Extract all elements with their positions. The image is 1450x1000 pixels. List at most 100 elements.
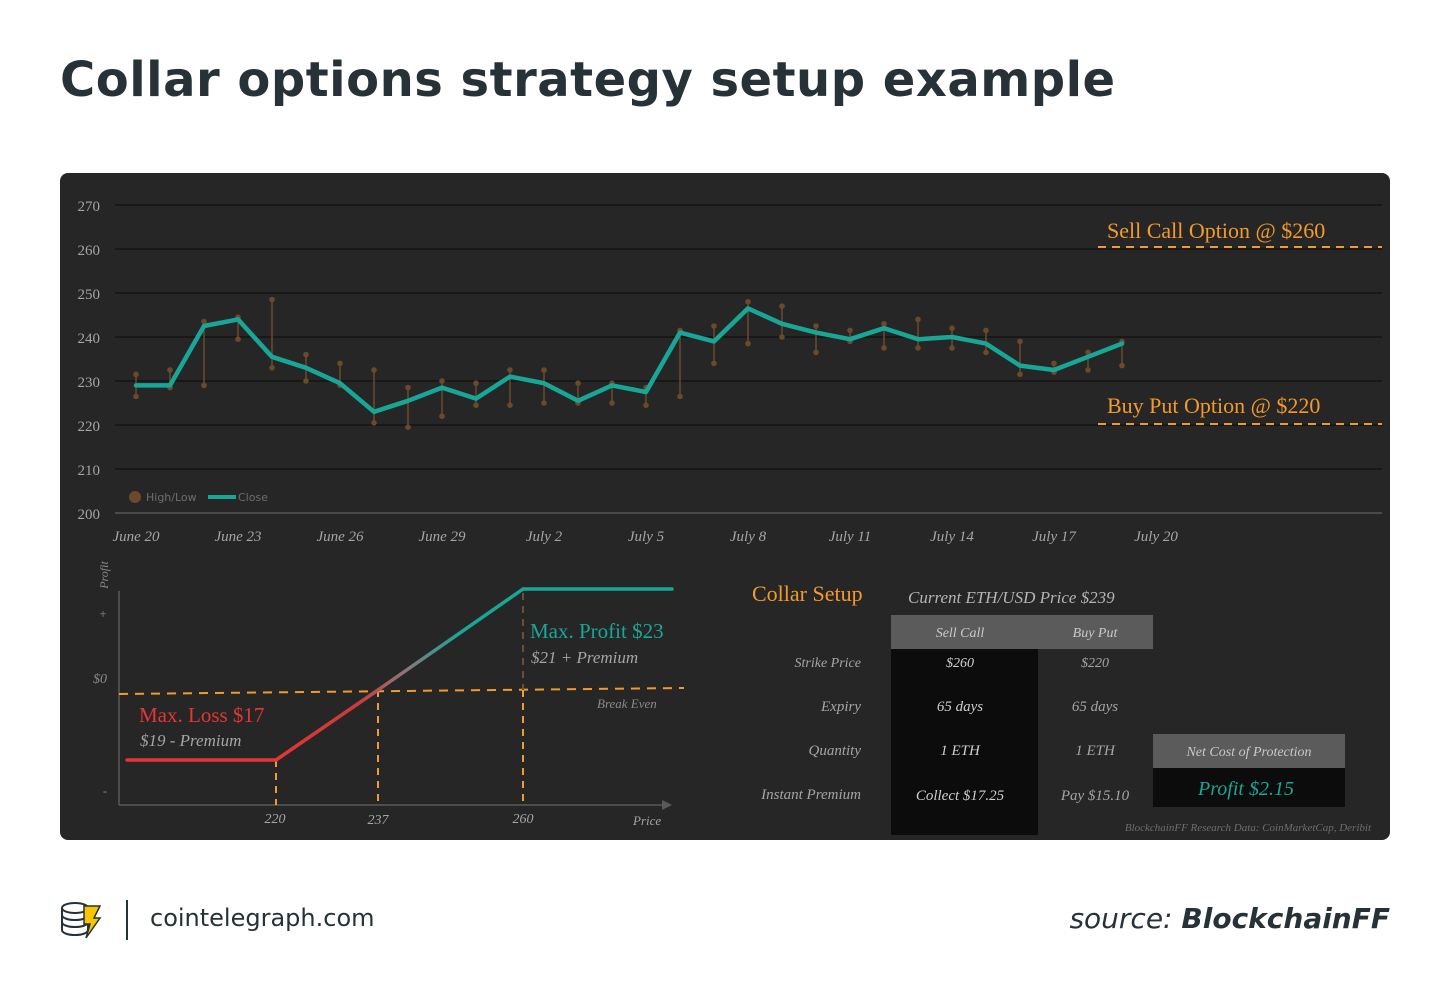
row-label-premium: Instant Premium: [760, 787, 861, 803]
high-point: [1085, 349, 1091, 356]
x-tick-label: July 14: [930, 529, 974, 545]
x-tick-label: July 2: [526, 529, 563, 545]
y-tick-label: 270: [78, 199, 101, 215]
x-tick-label: July 17: [1032, 529, 1077, 545]
col-buy-put: Buy Put: [1073, 626, 1119, 641]
x-axis-arrow-icon: [662, 800, 672, 810]
low-point: [235, 336, 241, 342]
x-tick-label: June 26: [316, 529, 364, 545]
high-point: [847, 327, 853, 334]
low-point: [643, 402, 649, 408]
footer-separator: [126, 900, 128, 940]
net-cost-label: Net Cost of Protection: [1185, 745, 1311, 760]
row-label-strike: Strike Price: [795, 656, 861, 671]
legend-close-label: Close: [238, 491, 268, 504]
net-cost-value-bg: [1153, 768, 1345, 807]
low-point: [779, 334, 785, 340]
buy-strike-value: $220: [1081, 656, 1109, 671]
x-tick-label: June 29: [418, 529, 466, 545]
high-point: [337, 360, 343, 367]
high-point: [303, 351, 309, 358]
high-point: [881, 321, 887, 327]
low-point: [677, 393, 683, 400]
source-brand: BlockchainFF: [1181, 902, 1390, 935]
high-point: [779, 303, 785, 309]
high-point: [949, 325, 955, 331]
low-point: [949, 345, 955, 351]
table-header-bg: [891, 615, 1153, 649]
payoff-x-tick-260: 260: [513, 812, 534, 827]
low-point: [711, 360, 717, 367]
x-tick-label: July 5: [628, 529, 665, 545]
sell-call-column-bg: [891, 649, 1038, 835]
payoff-x-label: Price: [632, 813, 661, 828]
chart-legend: High/Low Close: [129, 491, 268, 504]
high-point: [439, 378, 445, 384]
buy-expiry-value: 65 days: [1072, 699, 1118, 715]
payoff-x-tick-220: 220: [265, 812, 286, 827]
x-tick-label: June 23: [214, 529, 261, 545]
low-point: [813, 349, 819, 356]
close-series: [133, 306, 1125, 415]
source-credit: source: BlockchainFF: [1069, 902, 1390, 935]
x-tick-label: June 20: [112, 529, 160, 545]
collar-setup-title: Collar Setup: [752, 581, 863, 606]
payoff-x-tick-237: 237: [368, 813, 390, 828]
high-point: [983, 327, 989, 334]
high-point: [575, 380, 581, 386]
low-point: [439, 413, 445, 419]
payoff-chart: Profit + $0 - Break Even 220 237 260 Pri…: [93, 561, 685, 828]
current-price: Current ETH/USD Price $239: [908, 588, 1115, 607]
row-label-quantity: Quantity: [809, 743, 862, 759]
high-point: [915, 316, 921, 323]
site-link[interactable]: cointelegraph.com: [150, 904, 375, 932]
y-tick-label: 220: [78, 419, 101, 435]
buy-quantity-value: 1 ETH: [1075, 743, 1116, 759]
high-point: [133, 371, 139, 378]
max-loss-label: Max. Loss $17: [139, 703, 264, 727]
payoff-y-tick-minus: -: [103, 783, 107, 798]
low-point: [269, 365, 275, 371]
legend-high-low-label: High/Low: [146, 491, 197, 504]
low-point: [303, 378, 309, 384]
collar-setup-table: Collar Setup Current ETH/USD Price $239 …: [752, 581, 1372, 835]
high-point: [1051, 360, 1057, 367]
low-point: [1119, 362, 1125, 369]
cointelegraph-logo-icon: [61, 902, 102, 939]
low-point: [1017, 371, 1023, 378]
high-point: [201, 318, 207, 325]
low-point: [609, 400, 615, 406]
low-point: [541, 400, 547, 406]
y-tick-label: 210: [78, 463, 101, 479]
low-point: [371, 420, 377, 426]
low-point: [133, 393, 139, 400]
high-point: [269, 296, 275, 303]
high-point: [745, 299, 751, 305]
research-credit: BlockchainFF Research Data: CoinMarketCa…: [1125, 822, 1372, 834]
sell-call-annotation: Sell Call Option @ $260: [1098, 218, 1382, 248]
chart-panel: 200 210 220 230 240 250 260 270 June 20 June 23 J…: [60, 173, 1390, 840]
break-even-label: Break Even: [597, 696, 657, 711]
close-line: [133, 306, 1125, 415]
y-tick-label: 200: [78, 507, 101, 523]
y-tick-label: 230: [78, 375, 101, 391]
high-point: [507, 367, 513, 373]
low-point: [881, 345, 887, 351]
payoff-y-label: Profit: [97, 561, 111, 590]
sell-premium-value: Collect $17.25: [916, 788, 1005, 804]
x-tick-label: July 20: [1134, 529, 1178, 545]
break-even-line: [118, 687, 685, 695]
page-title: Collar options strategy setup example: [60, 52, 1116, 108]
high-point: [541, 367, 547, 373]
sell-strike-value: $260: [946, 656, 974, 671]
price-grid: [115, 204, 1382, 514]
payoff-rising-segment: [275, 587, 525, 762]
sell-quantity-value: 1 ETH: [940, 743, 981, 759]
max-profit-label: Max. Profit $23: [530, 619, 664, 643]
low-point: [473, 402, 479, 408]
net-cost-header-bg: [1153, 734, 1345, 768]
net-cost-value: Profit $2.15: [1197, 778, 1294, 800]
low-point: [745, 340, 751, 347]
low-point: [507, 402, 513, 408]
y-tick-label: 240: [78, 331, 101, 347]
